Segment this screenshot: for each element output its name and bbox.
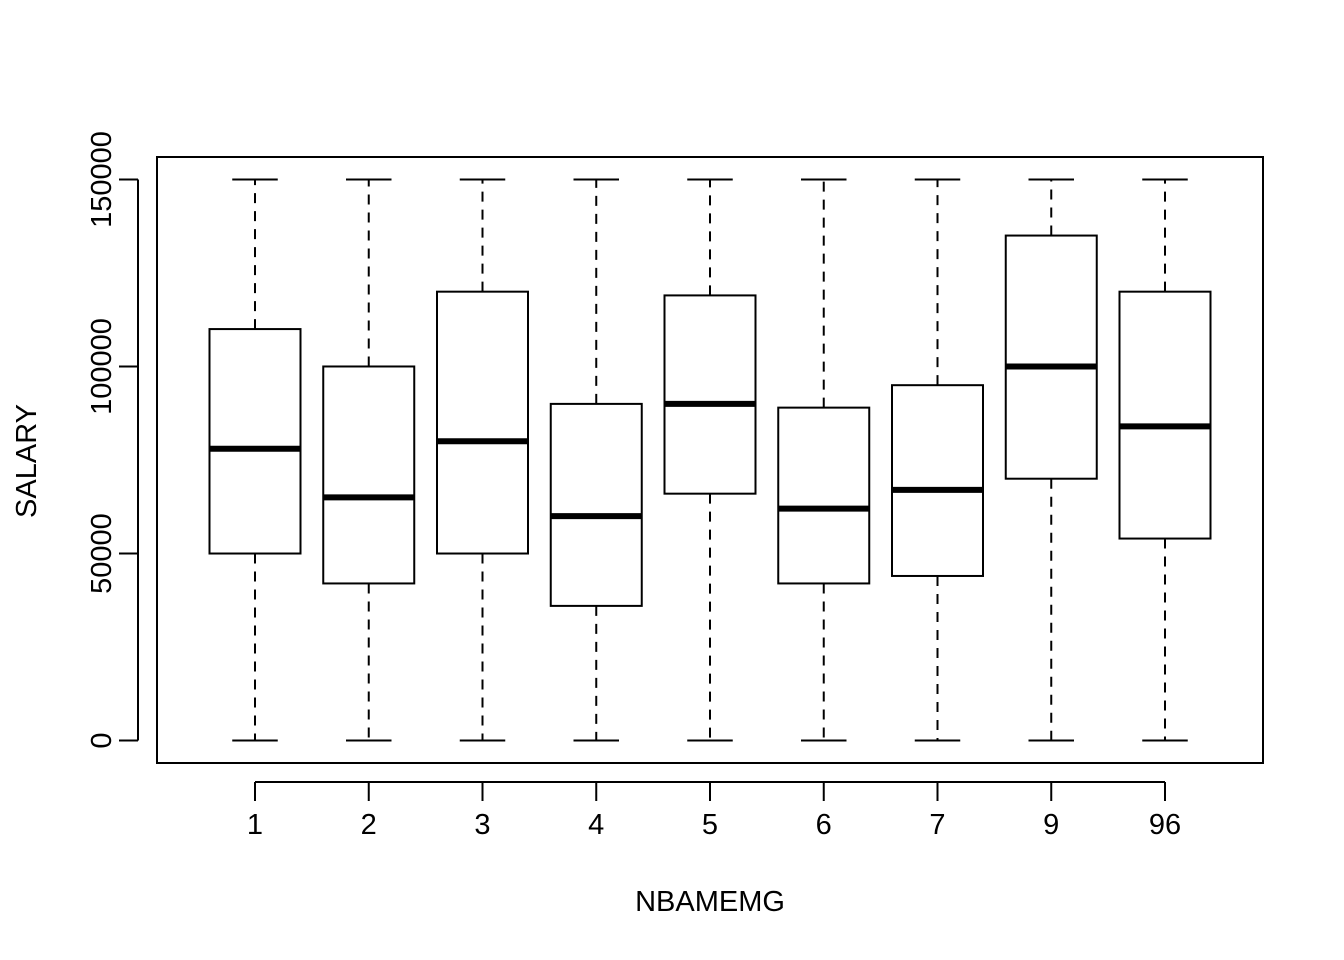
- iqr-box: [549, 402, 643, 607]
- x-tick-label: 3: [474, 809, 490, 841]
- iqr-box: [208, 328, 302, 555]
- x-tick-label: 96: [1149, 809, 1181, 841]
- y-tick-label: 100000: [86, 318, 118, 415]
- iqr-box: [322, 365, 416, 585]
- box-group-6: [777, 178, 871, 742]
- x-tick-label: 4: [588, 809, 604, 841]
- x-axis: 1 2 3 4 5 6 7 9 96: [247, 781, 1181, 841]
- iqr-box: [1118, 290, 1212, 540]
- y-tick-label: 50000: [86, 513, 118, 594]
- x-axis-label: NBAMEMG: [635, 886, 785, 918]
- box-group-7: [891, 178, 984, 742]
- iqr-box: [436, 290, 529, 555]
- box-group-5: [663, 178, 757, 742]
- y-tick-label: 0: [86, 732, 118, 748]
- x-tick-label: 5: [702, 809, 718, 841]
- y-axis: 0 50000 100000 150000: [86, 131, 139, 749]
- iqr-box: [663, 294, 757, 495]
- iqr-box: [1004, 234, 1098, 480]
- y-tick-label: 150000: [86, 131, 118, 228]
- box-group-9: [1004, 178, 1098, 742]
- boxes-layer: [208, 178, 1212, 742]
- x-tick-label: 1: [247, 809, 263, 841]
- iqr-box: [891, 384, 984, 577]
- x-tick-label: 9: [1043, 809, 1059, 841]
- box-group-1: [208, 178, 302, 742]
- y-axis-label: SALARY: [11, 404, 43, 518]
- iqr-box: [777, 406, 871, 585]
- plot-frame: [156, 156, 1264, 764]
- x-tick-label: 2: [361, 809, 377, 841]
- box-group-96: [1118, 178, 1212, 742]
- box-group-3: [436, 178, 529, 742]
- x-tick-label: 6: [816, 809, 832, 841]
- box-group-2: [322, 178, 416, 742]
- box-group-4: [549, 178, 643, 742]
- x-tick-label: 7: [929, 809, 945, 841]
